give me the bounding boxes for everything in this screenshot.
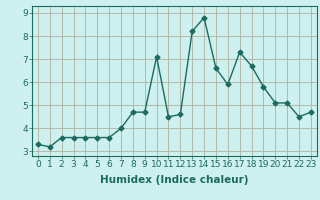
- X-axis label: Humidex (Indice chaleur): Humidex (Indice chaleur): [100, 175, 249, 185]
